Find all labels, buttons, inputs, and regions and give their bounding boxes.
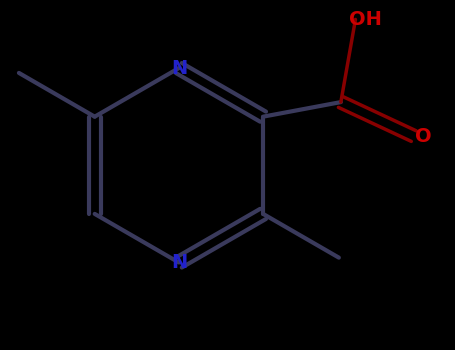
Text: N: N — [171, 253, 187, 272]
Text: O: O — [415, 127, 432, 146]
Text: OH: OH — [349, 10, 382, 29]
Text: N: N — [171, 58, 187, 78]
